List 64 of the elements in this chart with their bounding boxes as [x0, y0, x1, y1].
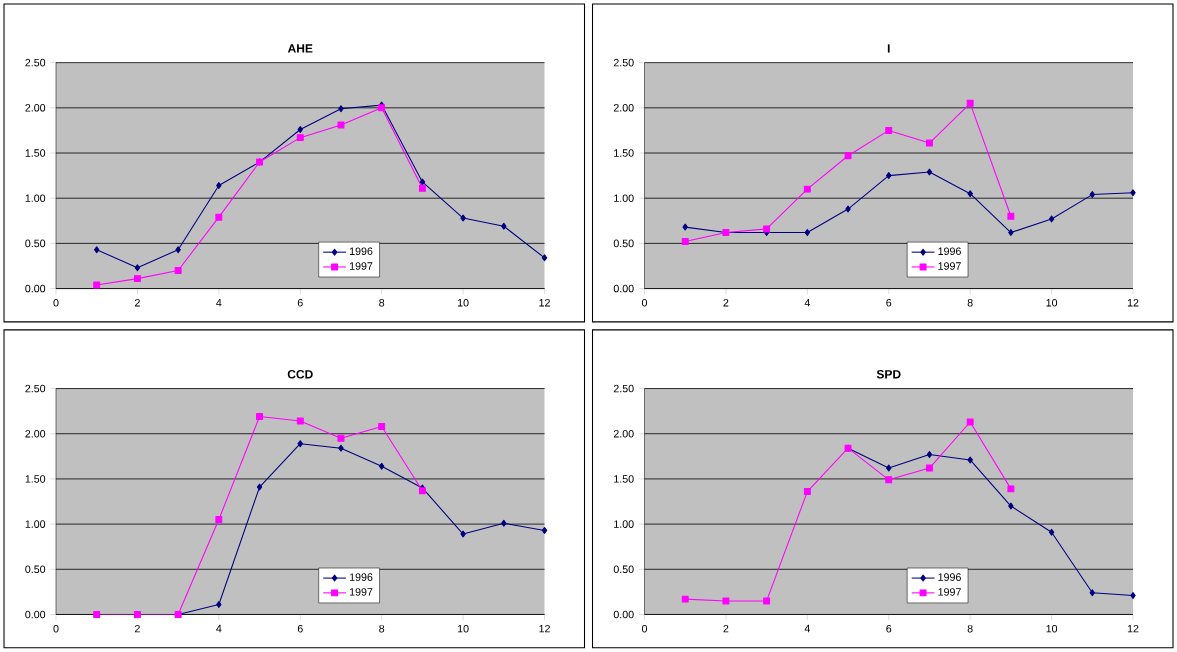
x-tick-label: 12	[1127, 299, 1139, 307]
y-tick-label: 1.50	[25, 475, 46, 483]
x-tick-label: 10	[1046, 624, 1058, 633]
y-tick-label: 0.50	[25, 239, 46, 248]
x-tick-label: 6	[297, 299, 303, 307]
y-tick-label: 1.50	[25, 149, 46, 157]
y-tick-label: 0.00	[25, 284, 46, 293]
y-tick-label: 2.50	[613, 58, 634, 67]
y-tick-label: 2.00	[25, 430, 46, 438]
y-tick-label: 2.50	[25, 384, 46, 393]
x-tick-label: 2	[723, 624, 729, 633]
x-tick-label: 8	[379, 624, 385, 633]
legend-label: 1996	[938, 573, 961, 581]
x-tick-label: 0	[641, 624, 648, 633]
x-tick-label: 12	[1127, 624, 1139, 633]
legend-label: 1996	[349, 247, 373, 256]
legend-label: 1996	[938, 247, 961, 256]
legend-label: 1997	[938, 588, 961, 596]
x-tick-label: 6	[886, 624, 892, 633]
y-tick-label: 2.00	[613, 430, 634, 438]
chart-title: I	[887, 44, 890, 53]
x-tick-label: 4	[216, 624, 222, 633]
legend-label: 1997	[349, 262, 373, 270]
x-tick-label: 12	[539, 299, 550, 307]
y-tick-label: 1.00	[614, 194, 634, 203]
x-tick-label: 6	[297, 624, 303, 633]
y-tick-label: 0.00	[613, 610, 634, 619]
y-tick-label: 0.50	[25, 565, 46, 574]
x-tick-label: 8	[379, 299, 385, 307]
x-tick-label: 10	[1046, 299, 1058, 307]
x-tick-label: 8	[967, 299, 973, 307]
x-tick-label: 2	[135, 624, 140, 633]
y-tick-label: 2.50	[25, 58, 46, 67]
y-tick-label: 0.50	[613, 239, 634, 248]
x-tick-label: 4	[804, 624, 810, 633]
x-tick-label: 8	[967, 624, 973, 633]
y-tick-label: 1.00	[25, 194, 46, 203]
chart-title: CCD	[287, 370, 313, 379]
legend-label: 1996	[349, 573, 373, 581]
x-tick-label: 10	[457, 624, 469, 633]
y-tick-label: 1.50	[614, 475, 634, 483]
chart-title: AHE	[287, 44, 313, 53]
x-tick-label: 4	[216, 299, 222, 307]
x-tick-label: 2	[723, 299, 729, 307]
legend-label: 1997	[349, 588, 373, 596]
y-tick-label: 0.00	[613, 284, 634, 293]
x-tick-label: 6	[886, 299, 892, 307]
x-tick-label: 0	[53, 299, 59, 307]
y-tick-label: 2.50	[613, 384, 634, 393]
x-tick-label: 2	[135, 299, 140, 307]
y-tick-label: 2.00	[613, 104, 634, 112]
x-tick-label: 0	[641, 299, 648, 307]
y-tick-label: 1.00	[25, 520, 46, 528]
y-tick-label: 2.00	[25, 104, 46, 112]
x-tick-label: 4	[804, 299, 810, 307]
y-tick-label: 0.50	[613, 565, 634, 574]
chart-title: SPD	[876, 370, 901, 379]
x-tick-label: 12	[539, 624, 550, 633]
y-tick-label: 1.00	[614, 520, 634, 528]
legend-label: 1997	[938, 262, 961, 270]
y-tick-label: 1.50	[614, 149, 634, 157]
y-tick-label: 0.00	[25, 610, 46, 619]
x-tick-label: 0	[53, 624, 59, 633]
x-tick-label: 10	[457, 299, 469, 307]
